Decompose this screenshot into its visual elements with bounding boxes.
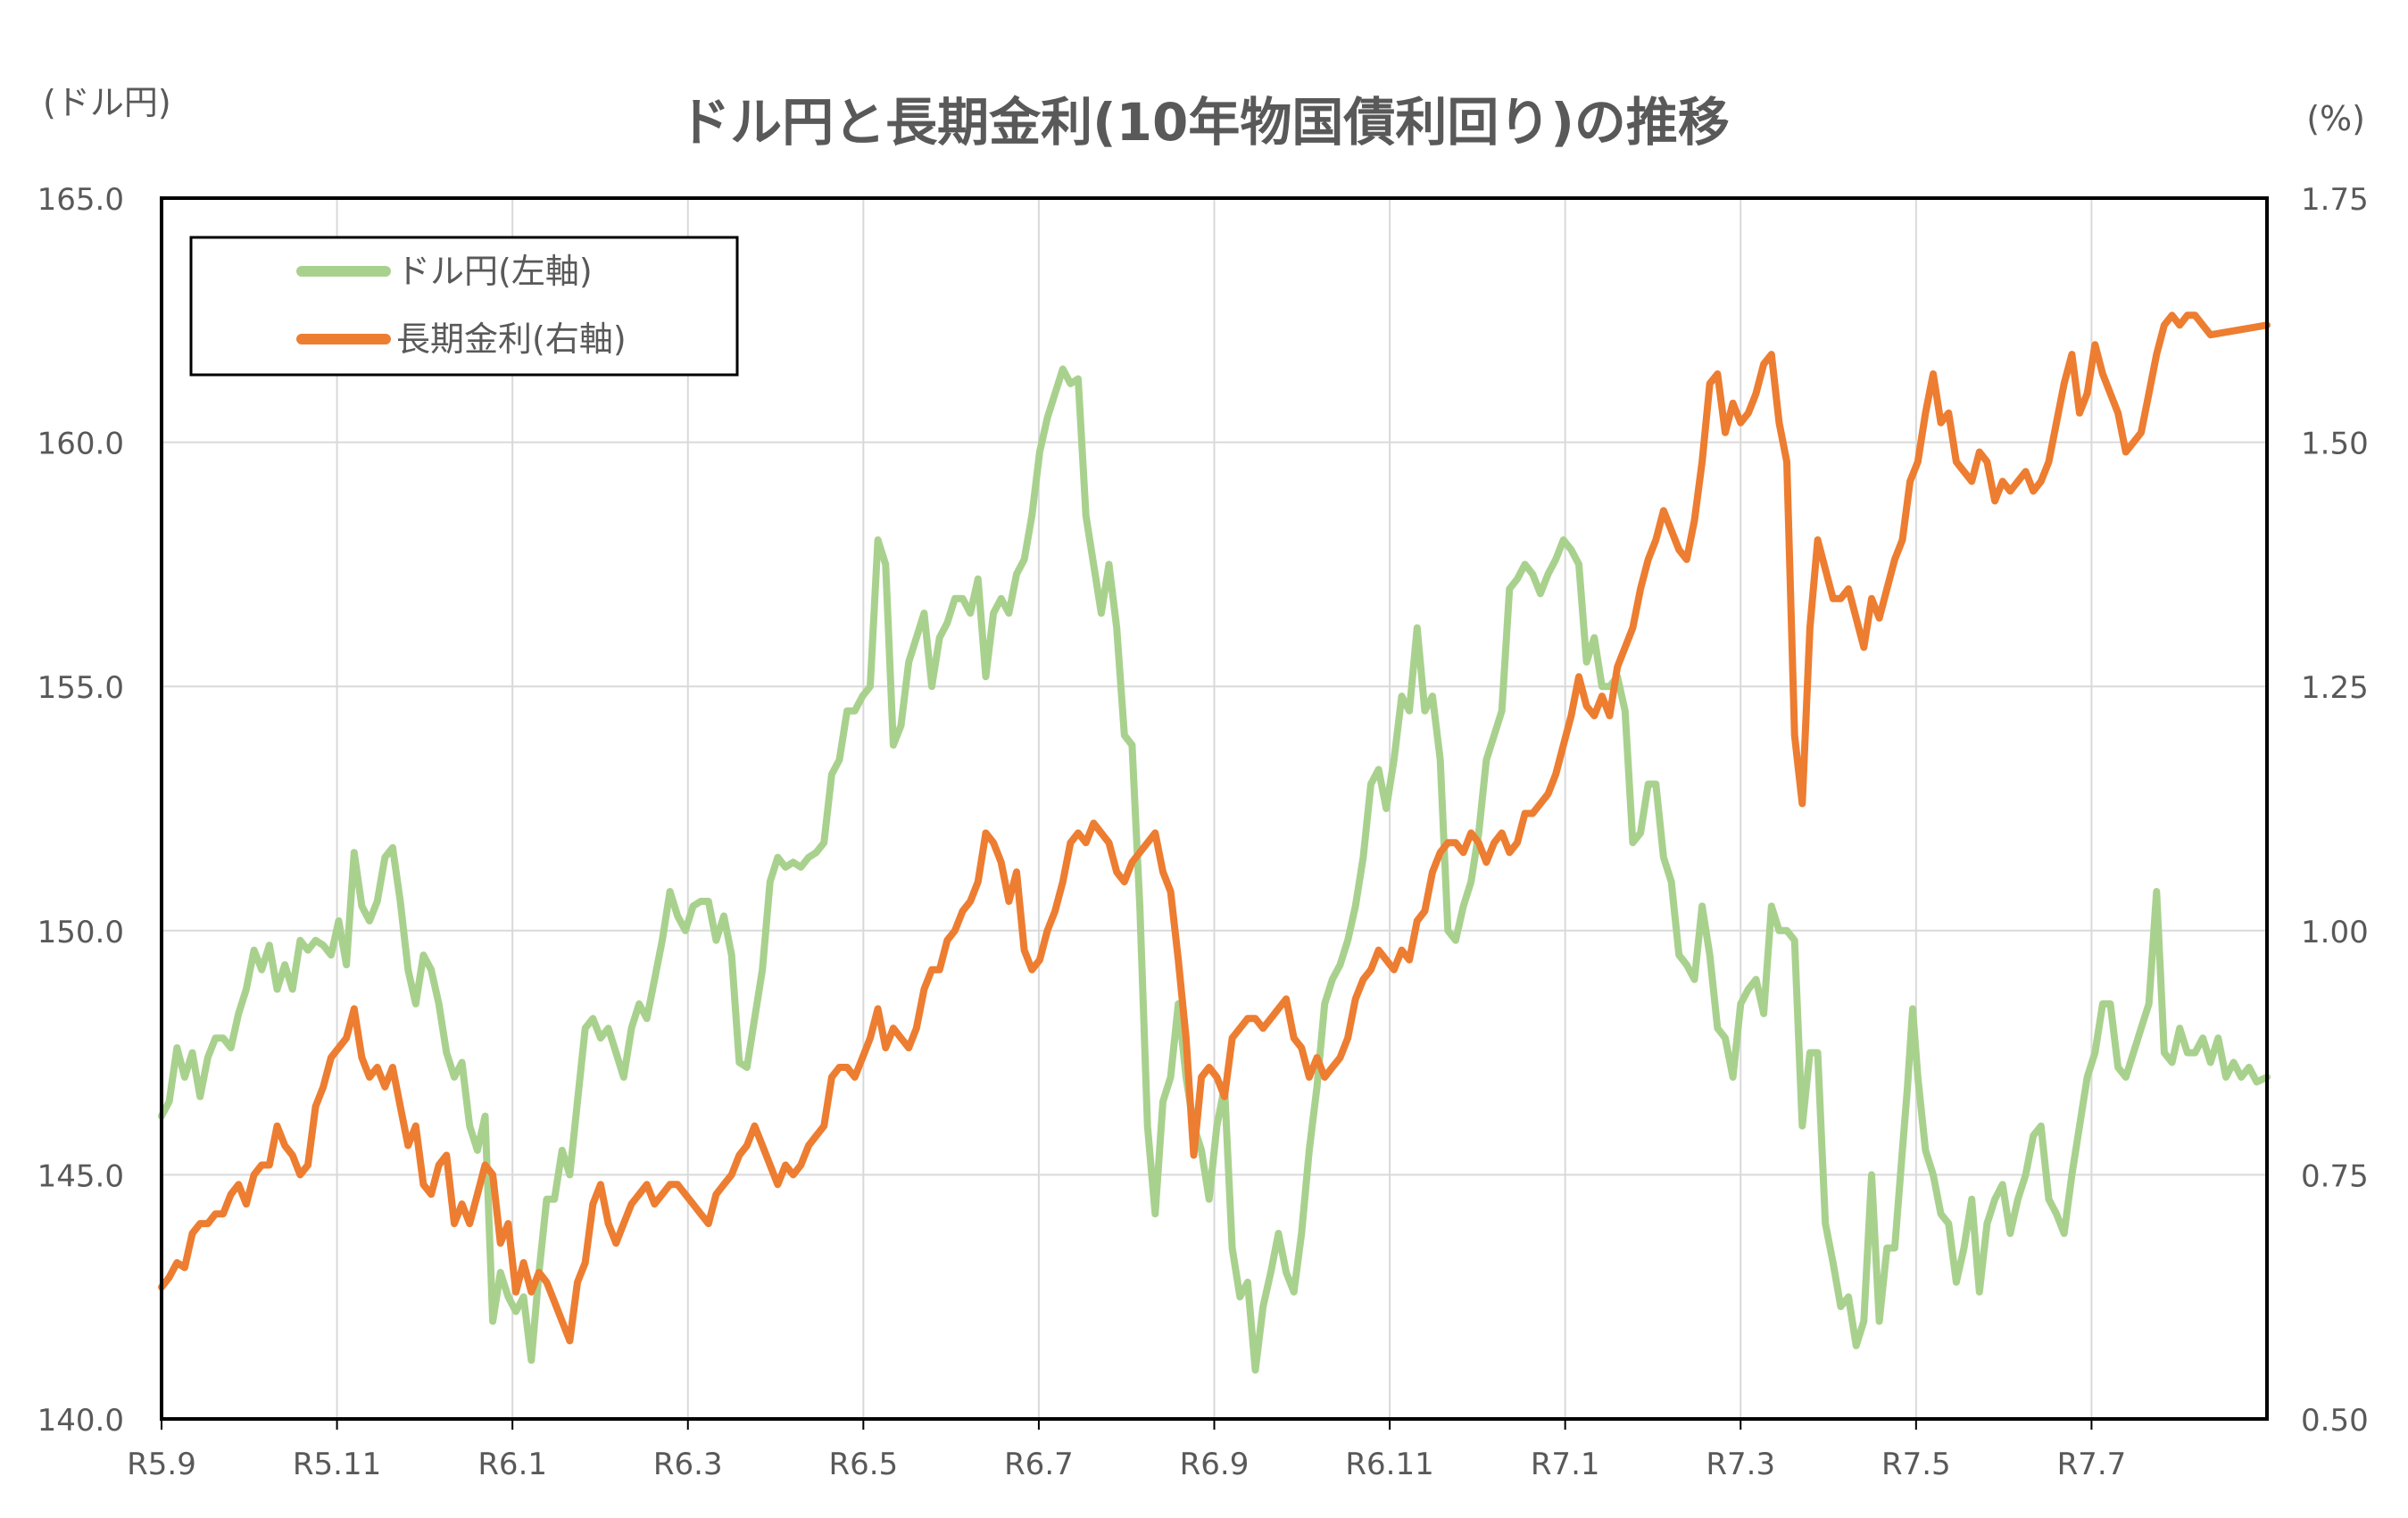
legend: ドル円(左軸) 長期金利(右軸) xyxy=(189,236,739,377)
right-tick-label: 1.25 xyxy=(2301,670,2369,706)
left-tick-label: 150.0 xyxy=(37,915,124,950)
x-tick-label: R7.3 xyxy=(1706,1447,1775,1482)
x-tick-label: R7.5 xyxy=(1881,1447,1951,1482)
tick-labels: 140.0 145.0 150.0 155.0 160.0 165.0 0.50 0.75 1.… xyxy=(37,182,2369,1482)
x-tick-label: R7.1 xyxy=(1531,1447,1600,1482)
right-tick-label: 1.00 xyxy=(2301,915,2369,950)
x-tick-label: R6.11 xyxy=(1345,1447,1433,1482)
series-layer xyxy=(158,311,2271,1374)
chart-title: ドル円と長期金利(10年物国債利回り)の推移 xyxy=(678,92,1730,153)
x-tick-label: R6.7 xyxy=(1004,1447,1074,1482)
legend-label-usdjpy: ドル円(左軸) xyxy=(396,252,593,291)
gridlines xyxy=(162,198,2267,1419)
legend-box xyxy=(189,236,739,377)
right-tick-label: 0.50 xyxy=(2301,1403,2369,1439)
series-line-usdjpy xyxy=(158,365,2271,1374)
right-tick-label: 1.50 xyxy=(2301,427,2369,462)
x-tick-label: R6.9 xyxy=(1180,1447,1250,1482)
right-axis-unit: (%) xyxy=(2306,99,2365,138)
x-tick-label: R6.5 xyxy=(828,1447,898,1482)
left-tick-label: 160.0 xyxy=(37,427,124,462)
series-line-jgb-yield xyxy=(158,311,2271,1345)
right-tick-label: 0.75 xyxy=(2301,1158,2369,1194)
left-tick-label: 145.0 xyxy=(37,1158,124,1194)
x-tick-label: R7.7 xyxy=(2057,1447,2127,1482)
left-tick-label: 140.0 xyxy=(37,1403,124,1439)
x-tick-label: R6.1 xyxy=(477,1447,547,1482)
right-tick-label: 1.75 xyxy=(2301,182,2369,218)
legend-label-jgb-yield: 長期金利(右軸) xyxy=(396,319,627,359)
left-axis-unit: (ドル円) xyxy=(43,83,171,122)
left-tick-label: 155.0 xyxy=(37,670,124,706)
left-tick-label: 165.0 xyxy=(37,182,124,218)
x-tick-label: R5.11 xyxy=(293,1447,381,1482)
x-tick-label: R5.9 xyxy=(127,1447,196,1482)
x-tick-label: R6.3 xyxy=(653,1447,723,1482)
